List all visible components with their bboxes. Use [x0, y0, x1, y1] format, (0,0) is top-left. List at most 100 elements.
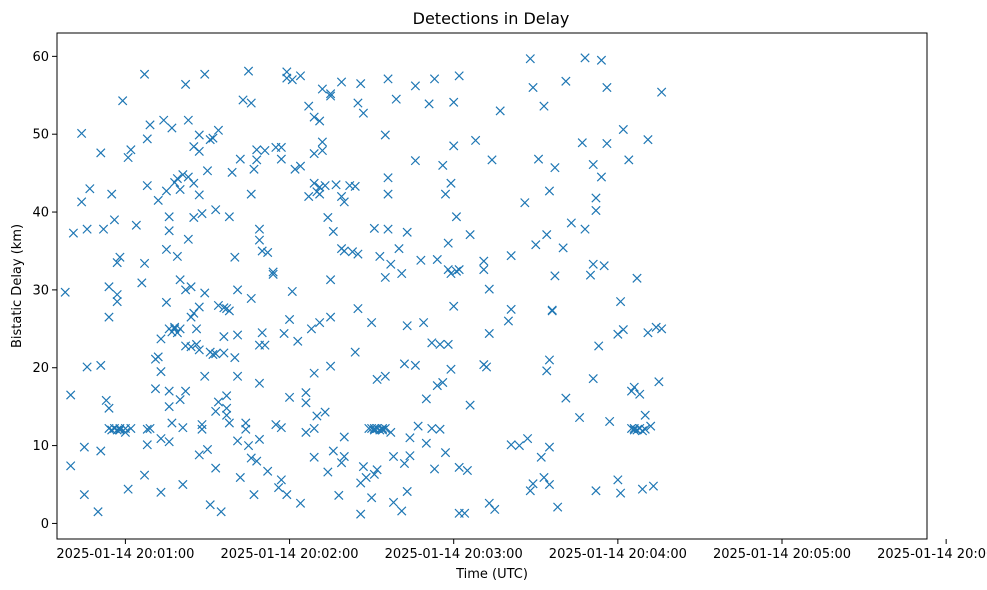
data-point: [232, 285, 243, 295]
data-point: [325, 91, 336, 101]
data-point: [462, 465, 473, 476]
data-point: [550, 271, 560, 281]
data-point: [194, 190, 204, 200]
data-point: [276, 142, 286, 153]
data-point: [309, 452, 319, 462]
data-point: [421, 438, 431, 448]
data-point: [465, 400, 475, 410]
data-point: [528, 479, 538, 489]
data-point: [320, 180, 330, 191]
data-point: [402, 321, 412, 331]
data-point: [531, 240, 541, 250]
data-point: [591, 205, 601, 216]
data-point: [76, 197, 87, 207]
data-point: [191, 339, 202, 350]
data-point: [325, 275, 336, 285]
data-point: [142, 134, 152, 144]
data-point: [325, 89, 336, 99]
data-point: [306, 324, 317, 334]
data-point: [323, 467, 333, 477]
data-point: [79, 442, 89, 452]
data-point: [301, 427, 311, 437]
data-point: [315, 182, 325, 192]
data-point: [391, 94, 401, 104]
y-tick-label: 60: [32, 50, 49, 65]
data-point: [295, 161, 306, 171]
data-point: [104, 282, 114, 292]
data-point: [230, 352, 240, 363]
data-point: [304, 101, 314, 111]
data-point: [328, 446, 338, 456]
data-point: [312, 411, 322, 421]
data-point: [309, 423, 319, 434]
data-point: [96, 446, 106, 456]
data-point: [194, 345, 204, 355]
data-point: [624, 155, 634, 165]
data-point: [350, 181, 360, 191]
data-point: [594, 341, 604, 351]
data-point: [380, 371, 390, 381]
y-tick-label: 30: [32, 283, 49, 298]
data-point: [287, 286, 297, 297]
data-point: [175, 275, 185, 285]
data-point: [460, 508, 470, 518]
data-point: [358, 108, 369, 118]
data-point: [205, 500, 215, 510]
x-tick-label: 2025-01-14 20:03:00: [385, 547, 523, 562]
data-point: [440, 189, 451, 199]
data-point: [287, 75, 297, 85]
data-point: [232, 330, 243, 340]
data-point: [200, 371, 210, 381]
data-point: [353, 98, 363, 108]
data-point: [336, 458, 347, 468]
data-point: [325, 312, 336, 322]
data-point: [356, 78, 366, 89]
data-point: [413, 421, 423, 431]
x-tick-label: 2025-01-14 20:01:00: [56, 547, 194, 562]
data-point: [454, 71, 464, 81]
data-point: [339, 451, 349, 462]
data-point: [481, 362, 492, 372]
data-point: [394, 244, 404, 254]
data-point: [224, 212, 234, 222]
data-point: [153, 195, 163, 205]
data-point: [320, 407, 330, 417]
data-point: [440, 447, 451, 458]
data-point: [656, 324, 667, 334]
data-point: [170, 322, 180, 332]
data-point: [164, 386, 174, 396]
data-point: [263, 247, 273, 258]
data-point: [336, 77, 347, 87]
data-point: [339, 432, 349, 442]
data-point: [585, 270, 596, 280]
data-point: [205, 135, 215, 145]
data-point: [339, 197, 349, 207]
data-point: [145, 423, 155, 434]
data-point: [241, 424, 251, 434]
data-point: [629, 425, 639, 435]
data-point: [410, 360, 421, 371]
data-point: [520, 198, 530, 208]
data-point: [380, 423, 390, 434]
data-point: [383, 173, 393, 183]
data-point: [317, 84, 328, 94]
data-point: [599, 261, 609, 271]
data-point: [596, 172, 607, 182]
data-point: [435, 339, 445, 350]
data-point: [249, 164, 259, 174]
data-point: [126, 145, 136, 155]
data-point: [150, 384, 161, 394]
data-point: [243, 66, 254, 76]
data-point: [525, 54, 535, 64]
data-point: [120, 427, 131, 437]
data-point: [145, 120, 155, 130]
data-point: [96, 360, 106, 371]
chart-title: Detections in Delay: [413, 9, 570, 28]
data-point: [643, 328, 653, 338]
data-point: [654, 377, 664, 387]
data-point: [126, 423, 136, 434]
data-point: [139, 470, 150, 480]
data-point: [339, 246, 349, 256]
data-point: [418, 317, 429, 328]
data-point: [449, 301, 459, 311]
